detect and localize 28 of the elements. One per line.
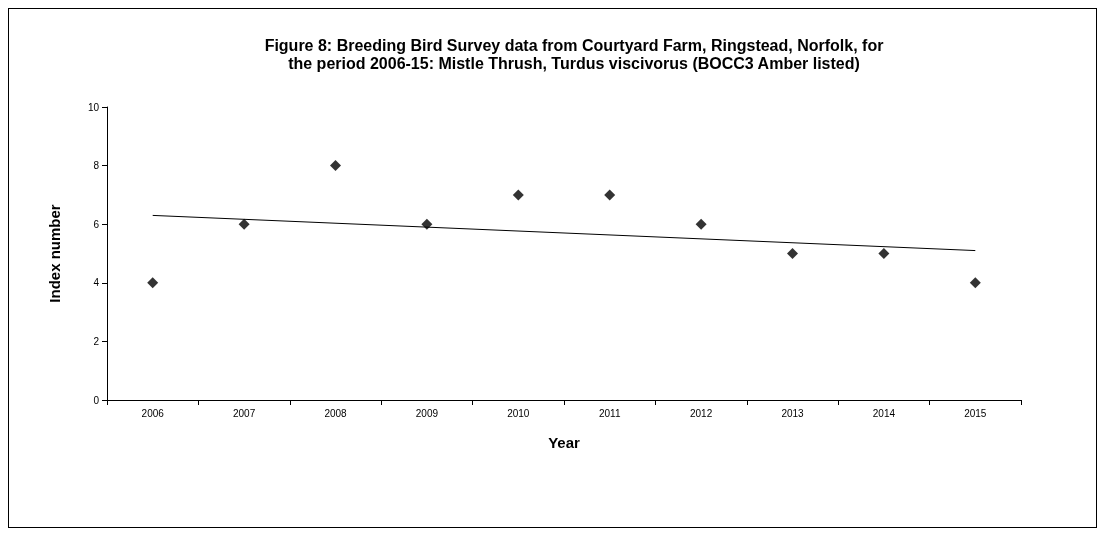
point — [238, 218, 250, 230]
y-tick-label: 4 — [93, 277, 100, 289]
point — [330, 160, 341, 172]
y-tick-label: 2 — [93, 335, 100, 347]
point — [512, 189, 524, 201]
x-tick-label: 2006 — [141, 407, 165, 419]
x-axis-title: Year — [548, 434, 581, 451]
chart-title: Figure 8: Breeding Bird Survey data from Courtyard Farm, Ringstead, Norfolk, for the period 2006-15: Mistle Thrush, Turdus viscivorus (BOCC3 Amber listed) — [264, 36, 884, 72]
point — [878, 248, 890, 259]
point — [604, 189, 616, 201]
point — [147, 277, 159, 289]
x-tick-label: 2007 — [232, 407, 256, 419]
y-tick-label: 8 — [93, 160, 100, 172]
x-tick-label: 2015 — [964, 407, 987, 419]
y-axis-title: Index number — [46, 204, 63, 303]
y-tick-label: 6 — [93, 218, 100, 230]
y-tick-label: 10 — [87, 101, 100, 113]
x-tick-label: 2008 — [324, 407, 348, 419]
x-tick-label: 2014 — [872, 407, 896, 419]
x-tick-label: 2011 — [598, 407, 621, 419]
x-tick-label: 2010 — [507, 407, 530, 419]
point — [695, 218, 707, 230]
x-tick-label: 2012 — [689, 407, 713, 419]
x-tick-label: 2009 — [415, 407, 439, 419]
point — [969, 277, 981, 289]
y-tick-label: 0 — [93, 394, 100, 406]
x-tick-label: 2013 — [781, 407, 805, 419]
point — [787, 248, 798, 259]
